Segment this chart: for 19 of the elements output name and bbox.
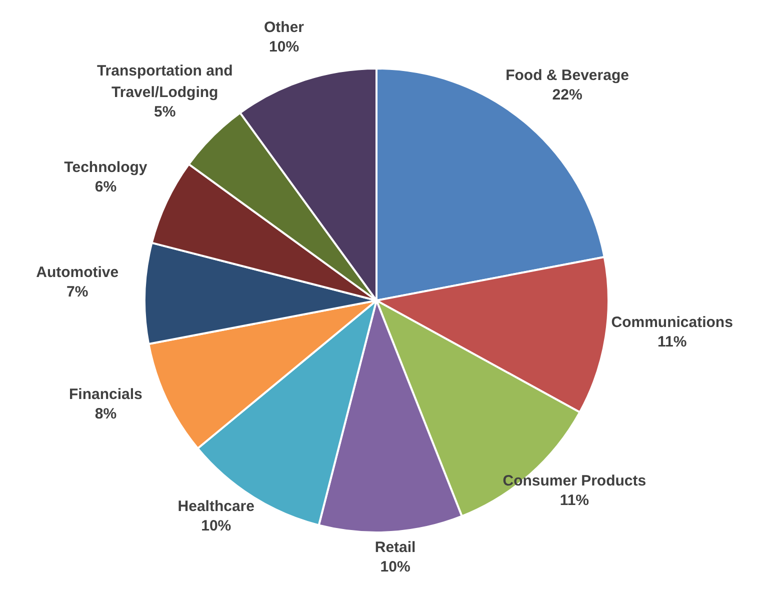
data-label: 10% [269, 38, 300, 56]
slice-label: Retail [374, 538, 416, 556]
data-label: 10% [380, 558, 410, 576]
slice-label: Food & Beverage [506, 66, 629, 84]
data-label: 8% [94, 406, 117, 423]
slice-label: Communications [611, 314, 733, 332]
slice-label: Automotive [36, 264, 119, 282]
data-label: 10% [201, 517, 232, 534]
data-label: 5% [154, 103, 176, 120]
data-label: 6% [94, 178, 117, 196]
slice-label: Healthcare [178, 498, 255, 515]
slice-label: Financials [69, 386, 142, 404]
data-label: 11% [560, 492, 590, 510]
data-label: 7% [66, 284, 88, 301]
data-label: 11% [658, 334, 687, 351]
slice-label: Transportation and Travel/Lodging [96, 62, 233, 101]
slice-label: Other [264, 18, 304, 36]
slice-label: Technology [64, 158, 148, 176]
data-label: 22% [552, 86, 582, 104]
